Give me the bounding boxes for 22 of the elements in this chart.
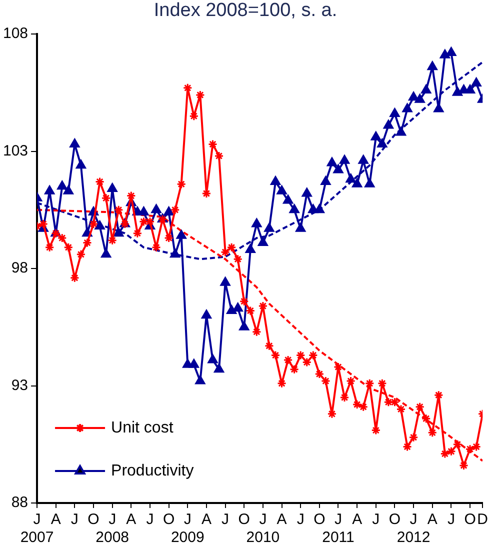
- x-tick-label: A: [126, 511, 136, 528]
- y-tick-label: 108: [2, 25, 28, 42]
- chart-subtitle: Index 2008=100, s. a.: [152, 0, 338, 22]
- y-tick-label: 103: [2, 142, 28, 160]
- y-tick-label: 93: [11, 376, 28, 394]
- legend-label: Unit cost: [111, 419, 174, 436]
- x-tick-label: J: [146, 511, 154, 528]
- x-tick-label: J: [372, 511, 380, 528]
- x-tick-label: J: [222, 511, 230, 528]
- x-tick-label: A: [427, 511, 438, 528]
- x-tick-label: O: [314, 511, 326, 528]
- x-tick-label: A: [201, 511, 212, 528]
- x-tick-label: A: [276, 511, 287, 528]
- x-tick-label: J: [296, 511, 304, 528]
- x-tick-label: D: [477, 511, 488, 528]
- y-tick-label: 98: [11, 260, 28, 277]
- x-tick-label: J: [70, 511, 78, 528]
- x-tick-label: A: [352, 511, 362, 528]
- x-tick-label: J: [447, 511, 455, 528]
- legend-label: Productivity: [111, 462, 194, 480]
- y-tick-label: 88: [11, 494, 28, 512]
- x-tick-label: O: [464, 511, 476, 528]
